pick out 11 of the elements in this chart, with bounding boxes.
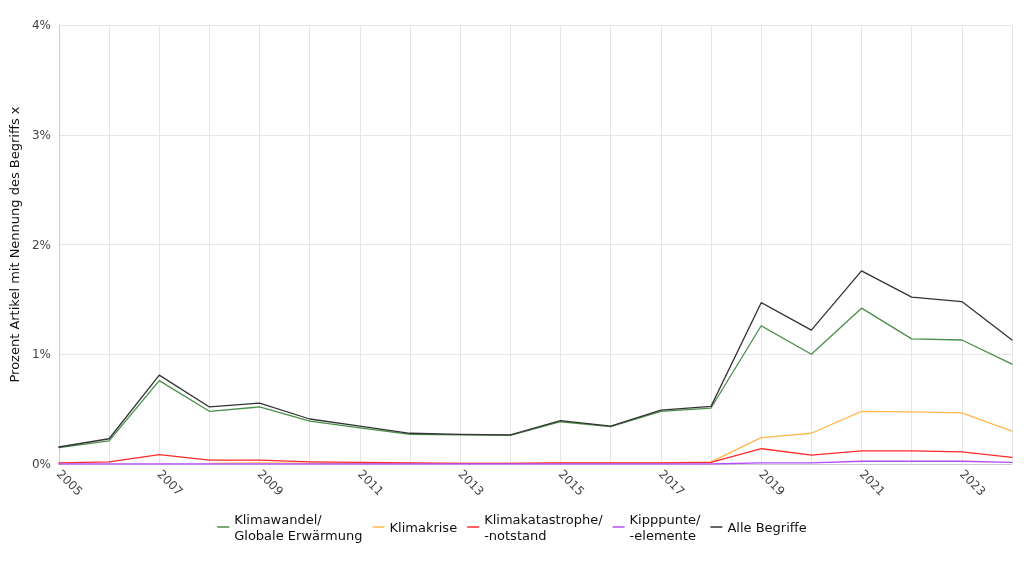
y-tick-label: 4%	[31, 18, 51, 32]
legend-label: Kipppunte/ -elemente	[629, 511, 702, 543]
legend-label: Klimakatastrophe/ -notstand	[484, 511, 604, 543]
legend-label: Alle Begriffe	[727, 519, 807, 535]
y-tick-label: 2%	[31, 237, 51, 252]
legend-label: Klimawandel/ Globale Erwärmung	[234, 511, 363, 543]
y-axis-title: Prozent Artikel mit Nennung des Begriffs x	[7, 106, 22, 383]
y-tick-label: 0%	[31, 457, 51, 471]
legend-label: Klimakrise	[389, 519, 458, 535]
y-tick-label: 1%	[31, 347, 51, 362]
y-tick-label: 3%	[31, 127, 51, 142]
